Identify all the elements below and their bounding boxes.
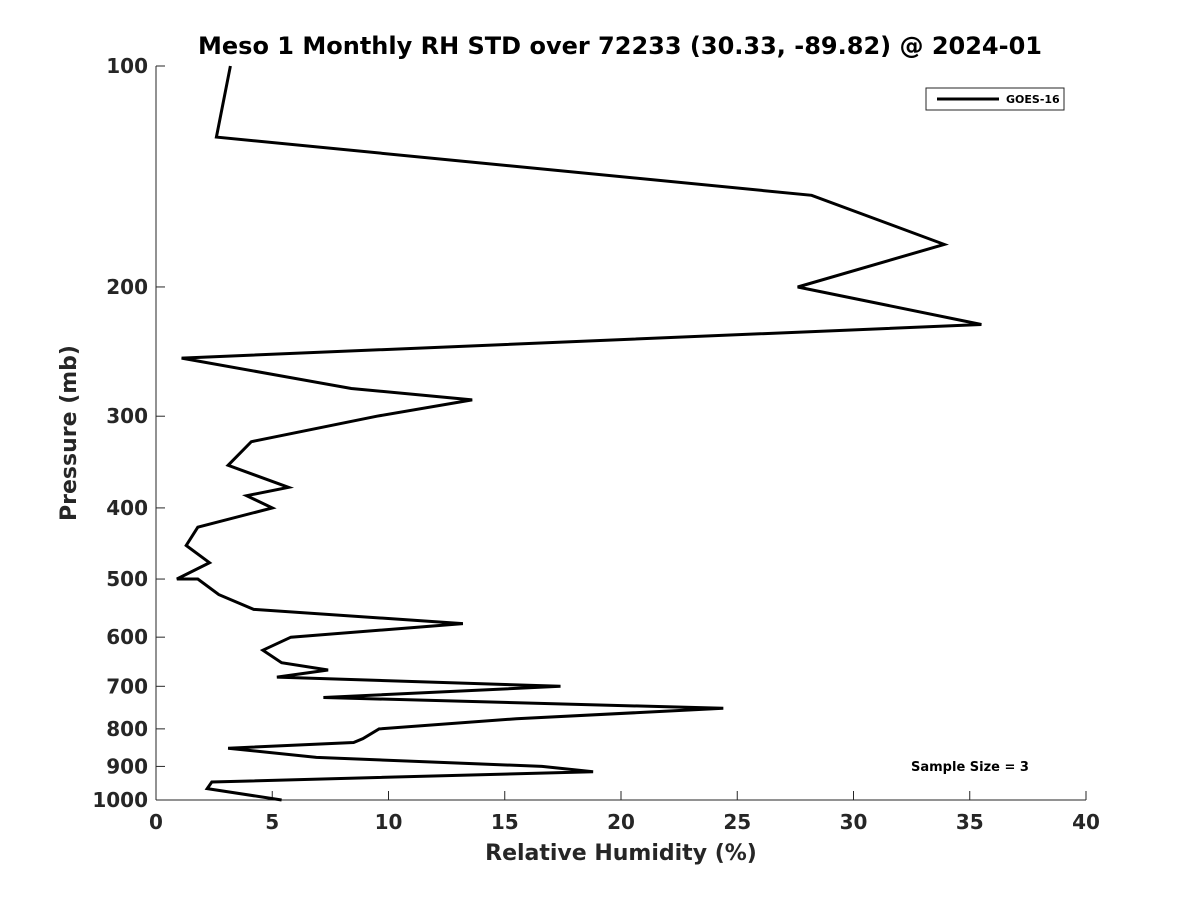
x-tick-label: 15: [491, 810, 519, 834]
series-line-goes16: [176, 65, 982, 802]
y-tick-label: 600: [106, 625, 148, 649]
x-tick-label: 20: [607, 810, 635, 834]
y-axis-label: Pressure (mb): [57, 345, 82, 521]
y-tick-label: 300: [106, 404, 148, 428]
sample-size-annotation: Sample Size = 3: [911, 760, 1029, 775]
legend-label-goes16: GOES-16: [1006, 93, 1060, 106]
y-tick-label: 200: [106, 275, 148, 299]
series-layer: [176, 65, 982, 802]
y-tick-label: 900: [106, 754, 148, 778]
y-tick-label: 700: [106, 674, 148, 698]
y-tick-label: 400: [106, 496, 148, 520]
x-tick-label: 40: [1072, 810, 1100, 834]
y-ticks: 100 200 300 400 500 600 700 800 900 1000: [92, 54, 165, 812]
x-ticks: 0 5 10 15 20 25 30 35 40: [149, 791, 1100, 834]
y-tick-label: 1000: [92, 788, 148, 812]
x-tick-label: 30: [840, 810, 868, 834]
x-tick-label: 5: [265, 810, 279, 834]
x-tick-label: 0: [149, 810, 163, 834]
x-tick-label: 25: [723, 810, 751, 834]
y-tick-label: 500: [106, 567, 148, 591]
x-tick-label: 35: [956, 810, 984, 834]
legend: GOES-16: [925, 87, 1065, 111]
chart-title: Meso 1 Monthly RH STD over 72233 (30.33,…: [198, 32, 1042, 60]
x-tick-label: 10: [375, 810, 403, 834]
y-tick-label: 100: [106, 54, 148, 78]
y-tick-label: 800: [106, 717, 148, 741]
x-axis-label: Relative Humidity (%): [485, 841, 757, 866]
